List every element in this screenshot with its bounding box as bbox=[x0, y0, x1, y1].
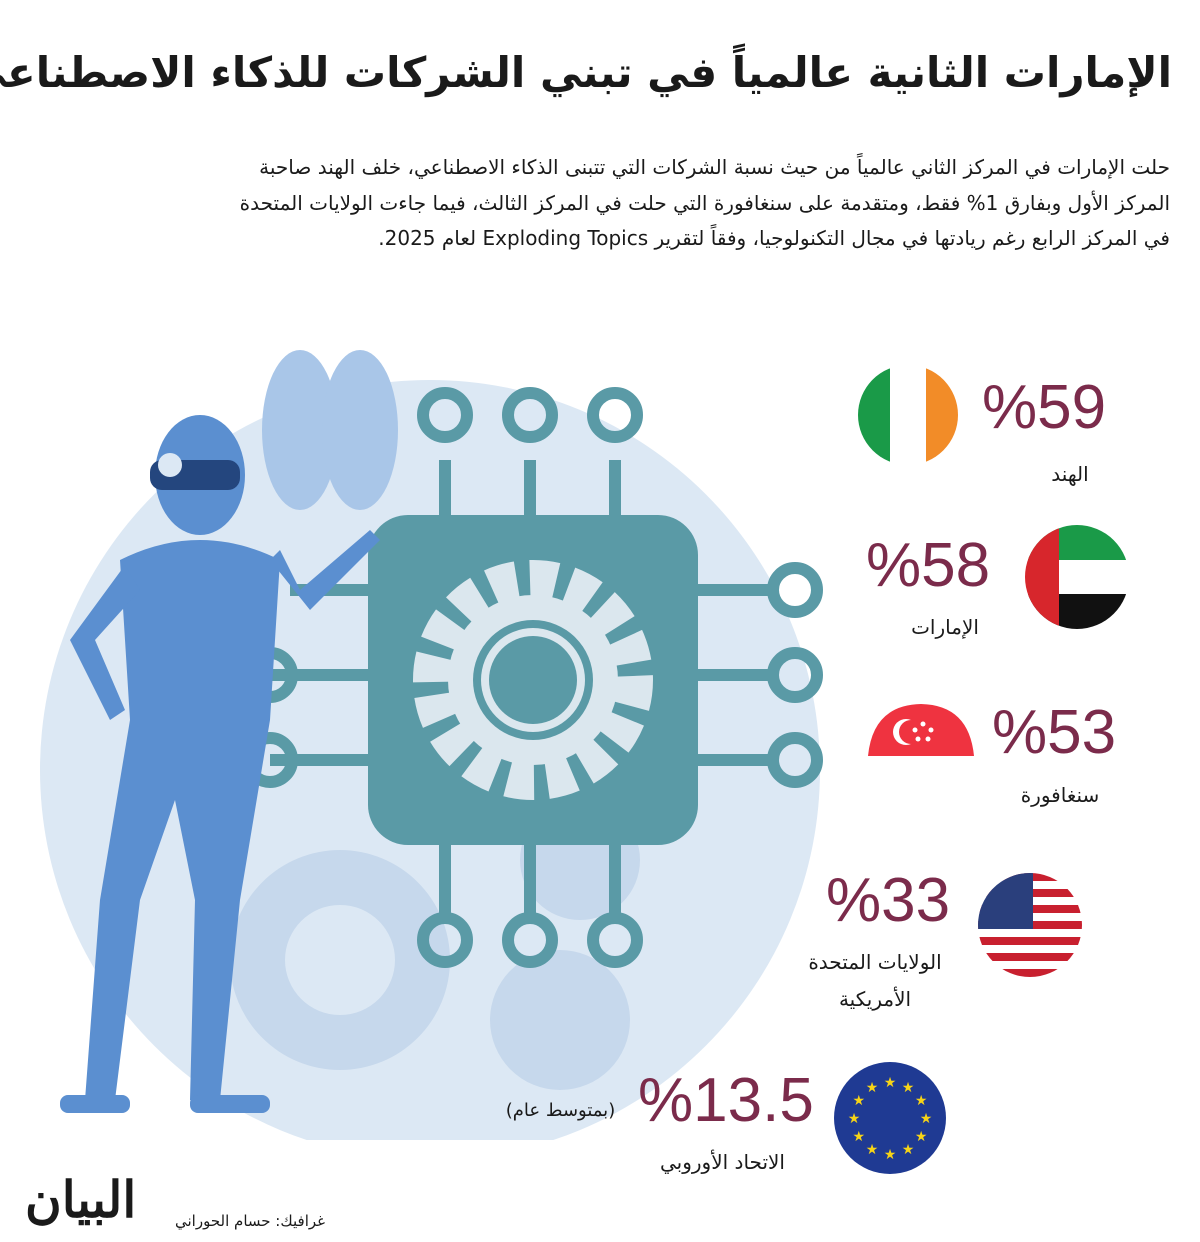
india-flag-icon bbox=[858, 365, 958, 465]
robot-figure bbox=[60, 415, 380, 1113]
data-label-india: %59 bbox=[982, 373, 1107, 442]
chip-pins bbox=[242, 387, 823, 968]
uae-flag-icon bbox=[1025, 525, 1129, 629]
data-label-uae: %58 bbox=[866, 531, 991, 600]
eu-star-icon: ★ bbox=[902, 1080, 915, 1096]
label-uae: الإمارات bbox=[911, 615, 979, 639]
eu-star-icon: ★ bbox=[915, 1129, 928, 1145]
eu-star-icon: ★ bbox=[884, 1147, 897, 1163]
brain-icon bbox=[262, 350, 398, 510]
usa-flag-icon bbox=[978, 873, 1082, 977]
singapore-flag-icon bbox=[868, 704, 974, 756]
label-singapore: سنغافورة bbox=[1020, 783, 1100, 807]
eu-star-icon: ★ bbox=[853, 1093, 866, 1109]
eu-star-icon: ★ bbox=[902, 1142, 915, 1158]
eu-star-icon: ★ bbox=[866, 1080, 879, 1096]
data-label-eu: %13.5 bbox=[638, 1066, 814, 1135]
eu-star-icon: ★ bbox=[848, 1111, 861, 1127]
data-label-usa: %33 bbox=[826, 866, 951, 935]
eu-star-icon: ★ bbox=[853, 1129, 866, 1145]
eu-flag-icon: ★★★★★★★★★ ★ ★★ bbox=[834, 1062, 946, 1174]
label-usa-line2: الأمريكية bbox=[838, 987, 912, 1011]
eu-star-icon: ★ bbox=[866, 1142, 879, 1158]
eu-star-icon: ★ bbox=[884, 1075, 897, 1091]
eu-note: (بمتوسط عام) bbox=[505, 1100, 616, 1121]
gear-icon bbox=[413, 560, 653, 800]
graphic-credit: غرافيك: حسام الحوراني bbox=[175, 1212, 325, 1230]
eu-star-icon: ★ bbox=[915, 1093, 928, 1109]
label-usa-line1: الولايات المتحدة bbox=[808, 950, 942, 974]
page-title: الإمارات الثانية عالمياً في تبني الشركات… bbox=[0, 48, 1172, 97]
label-india: الهند bbox=[1051, 462, 1089, 486]
intro-paragraph: حلت الإمارات في المركز الثاني عالمياً من… bbox=[239, 155, 1170, 250]
logo: البيان bbox=[25, 1170, 137, 1229]
robot-chip-illustration bbox=[40, 350, 823, 1140]
eu-star-icon: ★ bbox=[920, 1111, 933, 1127]
data-label-singapore: %53 bbox=[992, 698, 1117, 767]
label-eu: الاتحاد الأوروبي bbox=[660, 1150, 785, 1174]
